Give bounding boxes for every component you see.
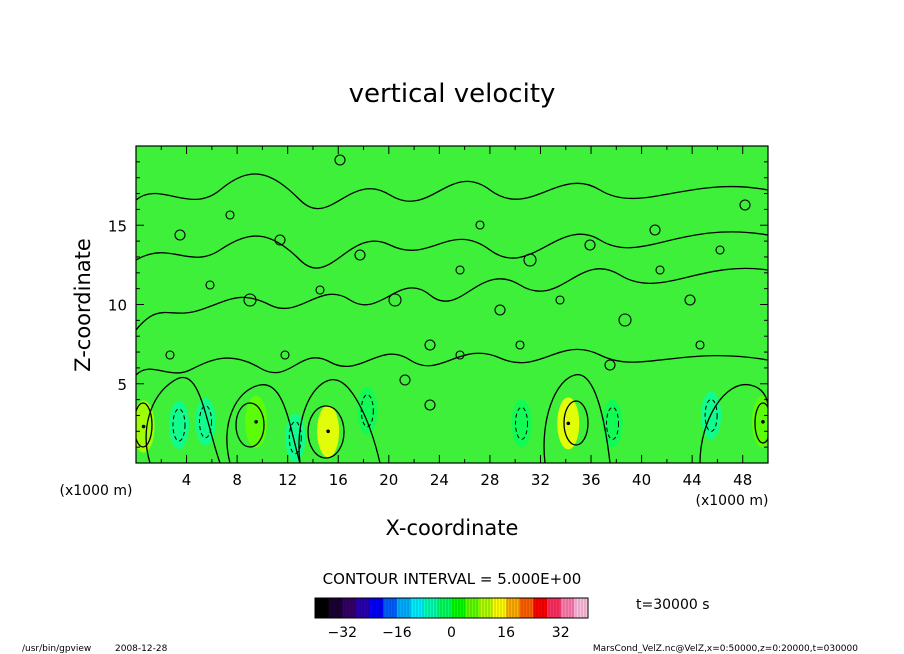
downdraft-contour-2 (288, 421, 302, 455)
colorbar-swatch (533, 598, 548, 618)
downdraft-core-3 (357, 386, 378, 435)
colorbar-swatch (492, 598, 507, 618)
x-unit-right: (x1000 m) (696, 493, 769, 509)
colorbar-swatch (437, 598, 452, 618)
downdraft-core-0 (168, 400, 189, 449)
downdraft-contour-5 (606, 406, 620, 440)
updraft-center-2 (326, 429, 330, 434)
downdraft-core-4 (511, 399, 532, 448)
colorbar-swatch (342, 598, 357, 618)
colorbar-tick-label: 16 (497, 625, 515, 641)
colorbar-tick-label: 0 (447, 625, 456, 641)
x-axis-label: X-coordinate (386, 516, 519, 540)
downdraft-contour-0 (172, 408, 186, 442)
colorbar-swatch (519, 598, 534, 618)
updraft-center-4 (761, 419, 765, 424)
colorbar-ticks: −32 −16 0 16 32 (328, 625, 570, 641)
downdraft-core-5 (602, 399, 623, 448)
colorbar-swatch (396, 598, 411, 618)
x-tick-label: 32 (531, 471, 550, 489)
colorbar-swatch (369, 598, 384, 618)
colorbar-tick-label: −32 (328, 625, 358, 641)
colorbar-swatch (547, 598, 562, 618)
y-tick-label: 10 (108, 297, 127, 315)
downdraft-core-2 (285, 413, 306, 462)
footer-source: MarsCond_VelZ.nc@VelZ,x=0:50000,z=0:2000… (593, 644, 858, 654)
x-tick-label: 40 (632, 471, 651, 489)
x-tick-label: 4 (182, 471, 192, 489)
downdraft-contour-3 (360, 394, 374, 428)
footer-date: 2008-12-28 (115, 644, 168, 654)
colorbar-swatch (560, 598, 575, 618)
colorbar-swatch (315, 598, 330, 618)
colorbar-swatch (383, 598, 398, 618)
x-tick-label: 28 (480, 471, 499, 489)
x-tick-label: 36 (581, 471, 600, 489)
chart-title: vertical velocity (349, 79, 556, 109)
colorbar-swatch (465, 598, 480, 618)
x-tick-label: 8 (232, 471, 242, 489)
x-unit-left: (x1000 m) (60, 483, 133, 499)
footer-program: /usr/bin/gpview (22, 644, 91, 654)
contour-interval-text: CONTOUR INTERVAL = 5.000E+00 (323, 570, 582, 588)
x-axis-ticks: 4 8 12 16 20 24 28 32 36 40 44 48 (135, 146, 769, 489)
colorbar (314, 598, 589, 618)
colorbar-tick-label: −16 (382, 625, 412, 641)
updraft-center-0 (141, 424, 146, 429)
downdraft-contour-6 (704, 398, 718, 432)
updraft-center-3 (566, 421, 571, 426)
y-axis-label: Z-coordinate (71, 238, 95, 372)
colorbar-tick-label: 32 (552, 625, 570, 641)
colorbar-swatch (574, 598, 589, 618)
colorbar-swatch (424, 598, 439, 618)
x-tick-label: 20 (379, 471, 398, 489)
colorbar-swatch (328, 598, 343, 618)
x-tick-label: 24 (430, 471, 449, 489)
x-tick-label: 44 (683, 471, 702, 489)
colorbar-frame (314, 597, 589, 619)
x-tick-label: 12 (278, 471, 297, 489)
y-tick-label: 15 (108, 217, 127, 235)
contour-lines (136, 154, 768, 463)
x-tick-label: 16 (329, 471, 348, 489)
plot-background (136, 146, 768, 463)
colorbar-swatch (451, 598, 466, 618)
time-label: t=30000 s (636, 597, 710, 613)
updraft-center-1 (254, 419, 258, 424)
x-tick-label: 48 (733, 471, 752, 489)
y-axis-ticks: 5 10 15 (108, 145, 768, 464)
downdraft-contour-1 (199, 405, 213, 439)
downdraft-core-1 (195, 397, 216, 446)
y-tick-label: 5 (117, 376, 127, 394)
downdraft-contour-4 (515, 406, 529, 440)
colorbar-swatch (410, 598, 425, 618)
